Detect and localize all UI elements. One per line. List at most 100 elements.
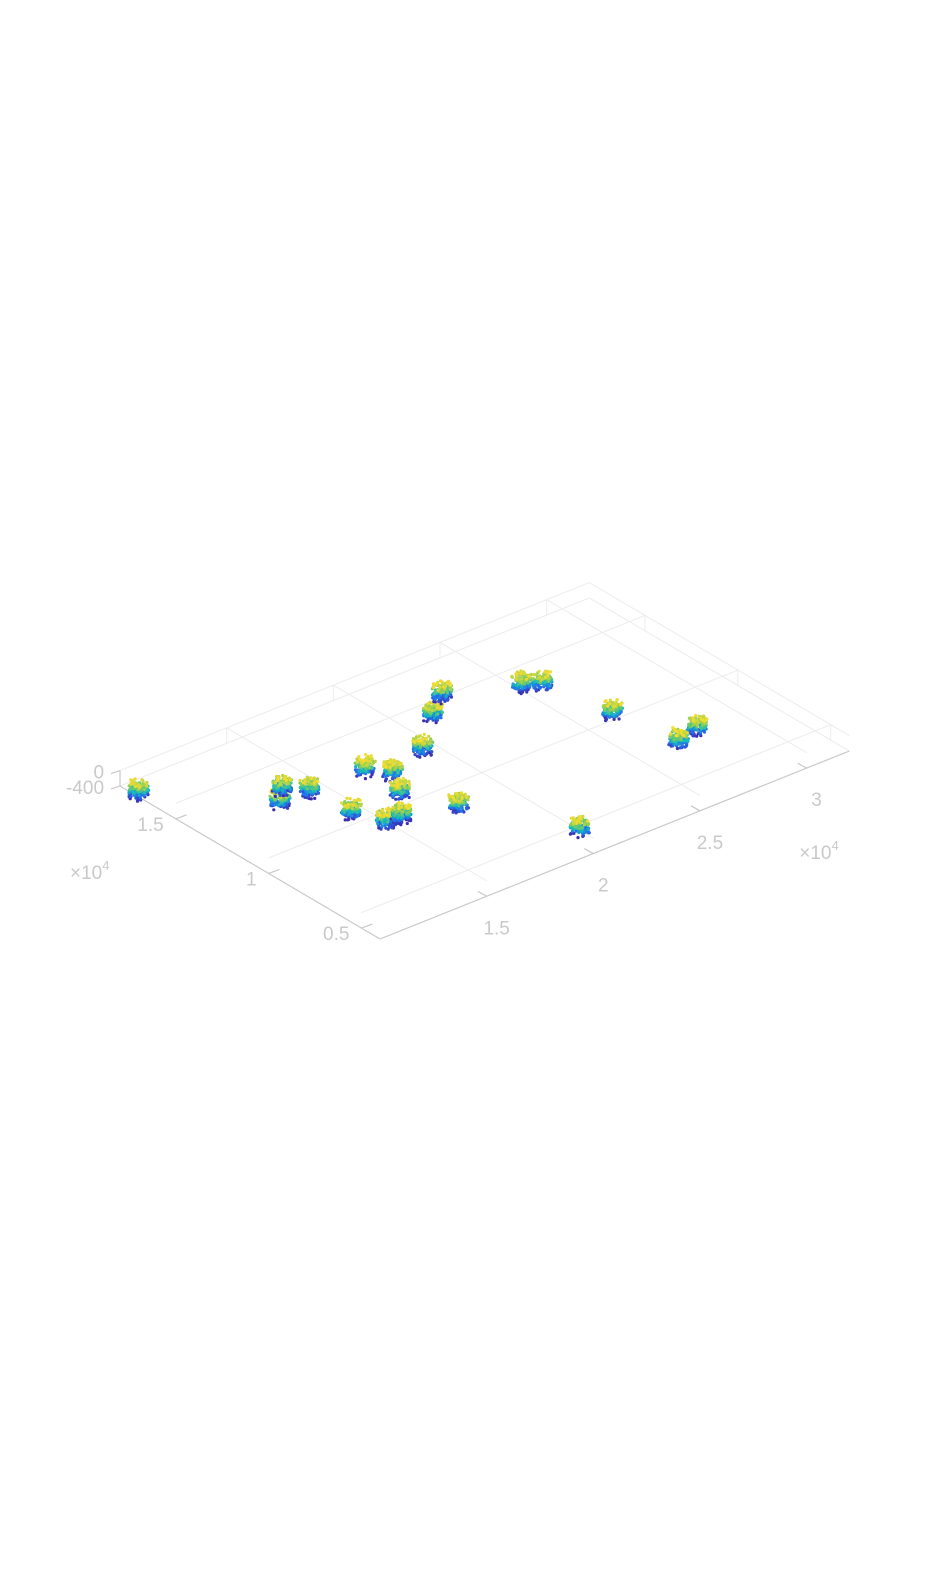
data-point xyxy=(129,778,133,782)
data-point xyxy=(400,801,404,805)
data-point xyxy=(429,753,433,757)
data-point xyxy=(695,723,699,727)
data-point xyxy=(586,822,591,826)
data-point xyxy=(415,746,419,750)
data-point xyxy=(441,685,445,689)
data-point xyxy=(519,680,523,684)
data-point xyxy=(434,721,438,725)
data-point xyxy=(418,755,422,759)
data-point xyxy=(601,711,605,715)
z-tick xyxy=(110,770,121,775)
data-point xyxy=(569,816,573,820)
data-point xyxy=(544,688,548,692)
y-axis-line xyxy=(119,785,381,940)
point-cluster xyxy=(685,713,709,738)
data-point xyxy=(611,708,616,713)
z-tick-label: -400 xyxy=(66,778,104,799)
data-point xyxy=(129,781,133,785)
data-point xyxy=(435,706,439,710)
y-exponent-power: 4 xyxy=(102,858,109,873)
grid-line-z-back xyxy=(119,582,590,772)
data-point xyxy=(314,786,318,790)
data-point xyxy=(347,812,351,816)
x-tick-label: 2 xyxy=(598,876,609,897)
data-point xyxy=(392,768,396,772)
data-point xyxy=(690,727,694,731)
data-point xyxy=(394,797,398,801)
data-point xyxy=(700,723,704,727)
data-point xyxy=(303,795,307,800)
data-point xyxy=(437,699,441,704)
data-point xyxy=(439,679,443,683)
data-point xyxy=(388,766,392,770)
data-point xyxy=(370,762,374,767)
data-point xyxy=(519,672,523,676)
data-point xyxy=(388,758,393,762)
data-point xyxy=(353,768,358,772)
data-point xyxy=(546,672,550,676)
data-point xyxy=(305,787,309,791)
data-point xyxy=(285,781,289,786)
data-point xyxy=(273,803,277,807)
point-cluster xyxy=(510,669,534,696)
data-point xyxy=(672,737,676,742)
data-point xyxy=(527,684,532,688)
data-point xyxy=(456,795,460,799)
data-point xyxy=(418,752,422,757)
data-point xyxy=(409,808,413,813)
data-point xyxy=(683,730,687,734)
grid-line-y xyxy=(361,724,831,914)
data-point xyxy=(364,769,368,773)
data-point xyxy=(365,756,369,760)
point-cluster xyxy=(381,758,404,784)
data-point xyxy=(396,771,400,775)
data-point xyxy=(460,793,464,797)
data-point xyxy=(582,823,587,827)
data-point xyxy=(380,820,384,824)
data-point xyxy=(271,780,275,784)
data-point xyxy=(367,766,372,770)
point-cluster xyxy=(389,801,413,827)
data-point xyxy=(404,778,408,783)
data-point xyxy=(689,718,693,722)
data-point xyxy=(581,814,585,818)
data-point xyxy=(358,803,362,807)
data-point xyxy=(407,785,411,789)
data-point xyxy=(142,787,146,791)
data-point xyxy=(142,794,146,798)
data-point xyxy=(668,735,673,739)
point-cluster xyxy=(601,698,625,723)
data-point xyxy=(457,804,461,808)
x-tick xyxy=(584,848,594,855)
data-point xyxy=(430,708,434,713)
data-point xyxy=(351,803,355,807)
data-point xyxy=(353,815,357,819)
data-point xyxy=(430,750,434,754)
data-point xyxy=(678,746,682,750)
data-point xyxy=(437,696,441,700)
data-point xyxy=(433,700,437,704)
data-point xyxy=(455,791,459,796)
data-point xyxy=(401,776,405,780)
y-tick xyxy=(268,868,280,874)
grid-line-y xyxy=(268,669,739,859)
data-point xyxy=(389,771,393,775)
data-point xyxy=(438,706,442,711)
data-point xyxy=(343,810,347,814)
x-tick-label: 2.5 xyxy=(697,833,723,854)
data-point xyxy=(427,734,431,738)
x-tick-label: 3 xyxy=(811,790,822,811)
data-point xyxy=(355,757,359,761)
data-point xyxy=(272,808,276,812)
point-cluster xyxy=(353,753,377,781)
data-point xyxy=(418,734,422,738)
data-point xyxy=(413,753,417,757)
y-tick-label: 0.5 xyxy=(323,924,349,945)
data-point xyxy=(382,812,386,816)
point-cluster xyxy=(388,776,412,801)
data-point xyxy=(439,689,443,693)
data-point xyxy=(348,797,352,801)
data-point xyxy=(298,781,302,785)
x-tick xyxy=(690,805,701,812)
data-point xyxy=(351,810,355,814)
